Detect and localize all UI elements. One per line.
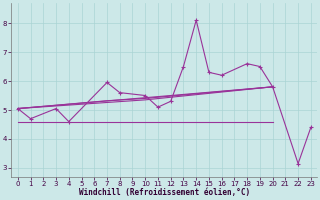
X-axis label: Windchill (Refroidissement éolien,°C): Windchill (Refroidissement éolien,°C): [79, 188, 250, 197]
